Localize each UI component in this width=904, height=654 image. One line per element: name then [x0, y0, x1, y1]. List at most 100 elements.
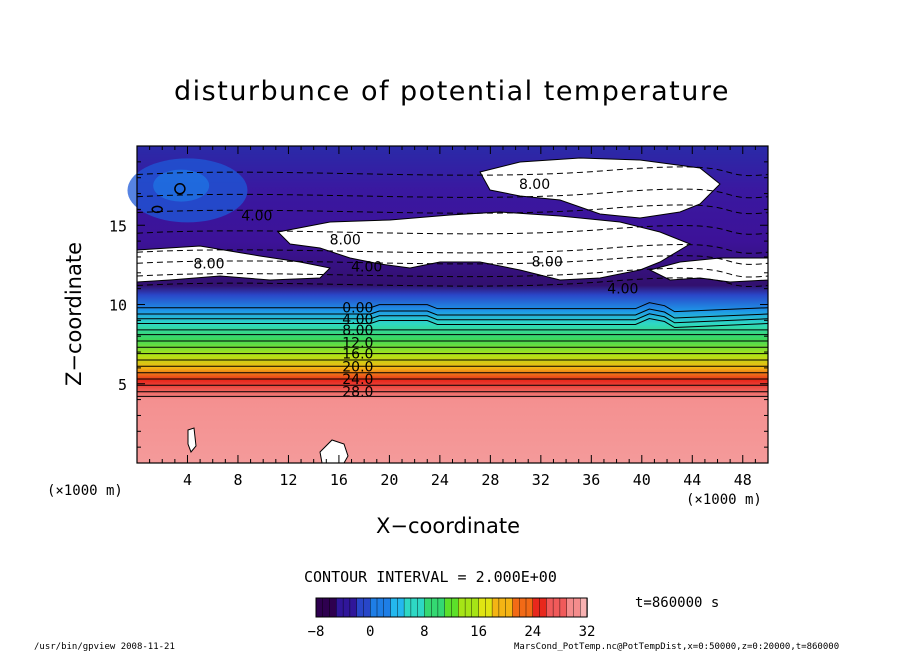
footer-right: MarsCond_PotTemp.nc@PotTempDist,x=0:5000…: [514, 642, 840, 652]
colorbar-cell: [519, 597, 527, 618]
x-tick-label: 20: [380, 471, 398, 489]
colorbar-cell: [491, 597, 500, 618]
colorbar-cell: [431, 597, 439, 618]
contour-line-negative: [136, 267, 769, 278]
colorbar-cell: [356, 597, 365, 618]
contour-line: [137, 313, 769, 324]
colorbar-cell: [329, 597, 338, 618]
x-unit-label-right: (×1000 m): [686, 492, 762, 508]
colorbar-cell: [363, 597, 371, 618]
colorbar-cell: [485, 597, 493, 618]
colorbar-cell: [397, 597, 405, 618]
contour-label: 0.00: [342, 301, 373, 317]
colorbar-cell: [546, 597, 554, 618]
cold-core: [153, 169, 210, 202]
footer-left: /usr/bin/gpview 2008-11-21: [34, 642, 175, 652]
colorbar-cell: [525, 597, 534, 618]
contour-label: 8.00: [193, 256, 224, 272]
contour-line: [137, 308, 769, 319]
contour-label: 4.00: [351, 259, 382, 275]
contour-labels: 8.004.008.008.00 4.00 8.004.000.004.008.00…: [193, 177, 638, 401]
contour-loop: [174, 183, 186, 195]
colorbar-cell: [573, 597, 582, 618]
contour-loop: [151, 205, 163, 214]
colorbar-cell: [464, 597, 473, 618]
contour-label: 4.00: [342, 312, 373, 328]
x-tick-label: 8: [233, 471, 242, 489]
contour-label: 8.00: [532, 255, 563, 271]
contour-label: 4.00: [607, 282, 638, 298]
x-axis-label: X−coordinate: [376, 514, 520, 538]
contour-line-negative: [136, 188, 769, 199]
undefined-region-6: [187, 427, 197, 453]
colorbar-tick-label: 16: [470, 624, 487, 640]
y-tick-label: 10: [109, 297, 127, 315]
contour-label: 12.0: [342, 336, 373, 352]
x-tick-label: 24: [431, 471, 449, 489]
colorbar-tick-label: 0: [366, 624, 374, 640]
contour-line-negative: [136, 204, 769, 215]
colorbar-cell: [322, 597, 331, 618]
y-tick-label: 5: [118, 376, 127, 394]
chart-title: disturbunce of potential temperature: [174, 76, 730, 107]
contour-interval-label: CONTOUR INTERVAL = 2.000E+00: [304, 568, 557, 586]
colorbar-cell: [478, 597, 487, 618]
contour-label: 28.0: [342, 385, 373, 401]
contour-line-negative: [136, 255, 769, 265]
colorbar-cell: [342, 597, 351, 618]
colorbar-cell: [370, 597, 378, 618]
colorbar-cell: [417, 597, 426, 618]
x-tick-label: 4: [183, 471, 192, 489]
colorbar-tick-label: −8: [308, 624, 325, 640]
contour-lines: [136, 166, 769, 397]
contour-label: 8.00: [342, 323, 373, 339]
colorbar-cell: [444, 597, 453, 618]
time-label: t=860000 s: [635, 595, 720, 611]
colorbar-cell: [498, 597, 507, 618]
colorbar-cell: [336, 597, 344, 618]
contour-label: 8.00: [519, 177, 550, 193]
colorbar-cell: [451, 597, 460, 618]
contour-line-negative: [136, 277, 769, 288]
x-tick-label: 36: [582, 471, 600, 489]
field-layer: [127, 146, 769, 464]
colorbar-cell: [566, 597, 575, 618]
x-tick-label: 48: [734, 471, 752, 489]
colorbar-tick-label: 8: [420, 624, 428, 640]
x-tick-label: 28: [481, 471, 499, 489]
x-tick-label: 16: [330, 471, 348, 489]
colorbar-tick-label: 24: [524, 624, 541, 640]
contour-line-negative: [136, 244, 769, 254]
colorbar-cell: [539, 597, 548, 618]
colorbar-cell: [376, 597, 385, 618]
undefined-region-1: [136, 245, 332, 283]
x-tick-label: 32: [532, 471, 550, 489]
colorbar-cell: [383, 597, 392, 618]
colorbar-cell: [424, 597, 432, 618]
colorbar-cell: [505, 597, 514, 618]
x-tick-label: 40: [633, 471, 651, 489]
colorbar-cell: [471, 597, 480, 618]
contour-line-negative: [136, 225, 769, 235]
colorbar-cell: [390, 597, 399, 618]
colorbar-cell: [315, 597, 324, 618]
colorbar-cell: [458, 597, 466, 618]
colorbar-cell: [580, 597, 588, 618]
undefined-region-3: [479, 157, 721, 219]
contour-label: 8.00: [330, 233, 361, 249]
contour-label: 4.00: [241, 209, 272, 225]
colorbar-cell: [403, 597, 412, 618]
contour-line: [137, 302, 769, 313]
y-tick-label: 15: [109, 217, 127, 235]
contour-line: [137, 317, 769, 329]
colorbar-cell: [410, 597, 419, 618]
colorbar-cell: [349, 597, 358, 618]
x-unit-label-left: (×1000 m): [47, 483, 123, 499]
colorbar-cell: [437, 597, 446, 618]
colorbar-frame: [315, 597, 588, 618]
x-tick-label: 12: [279, 471, 297, 489]
contour-label: 20.0: [342, 359, 373, 375]
contour-line-negative: [136, 166, 769, 177]
colorbar-cell: [532, 597, 541, 618]
